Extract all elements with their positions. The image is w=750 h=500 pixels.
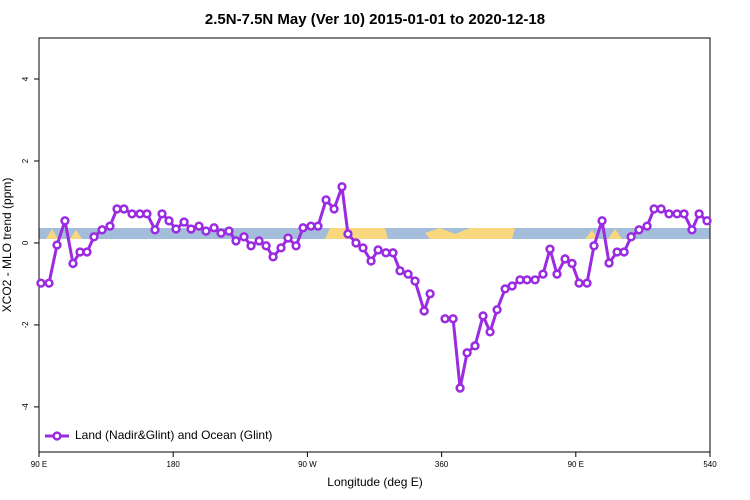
data-point: [366, 256, 376, 266]
data-point: [455, 383, 465, 393]
data-point: [164, 216, 174, 226]
data-point: [403, 269, 413, 279]
land-ocean-strip: [39, 228, 710, 239]
data-point: [478, 311, 488, 321]
data-point: [36, 278, 46, 288]
data-point: [462, 348, 472, 358]
plot-frame: [38, 37, 711, 453]
data-point: [276, 243, 286, 253]
legend-marker: [52, 431, 62, 441]
data-point: [171, 224, 181, 234]
data-point: [209, 223, 219, 233]
data-point: [201, 226, 211, 236]
data-point: [522, 275, 532, 285]
x-tick-label: 90 W: [298, 460, 317, 469]
data-point: [687, 225, 697, 235]
data-point: [567, 258, 577, 269]
data-point: [545, 244, 555, 254]
y-tick-label: -2: [21, 321, 30, 329]
data-point: [619, 247, 629, 257]
data-point: [231, 236, 241, 246]
data-point: [246, 241, 256, 251]
data-point: [425, 289, 435, 299]
data-point: [530, 275, 540, 285]
data-point: [560, 254, 570, 264]
data-point: [337, 182, 347, 192]
x-axis-label: Longitude (deg E): [327, 475, 422, 489]
data-point: [343, 229, 353, 239]
data-point: [291, 241, 301, 251]
data-point: [419, 306, 429, 316]
data-point: [604, 258, 614, 268]
data-point: [538, 269, 548, 279]
x-tick-label: 90 E: [31, 460, 47, 469]
data-point: [395, 266, 405, 276]
data-point: [440, 314, 450, 324]
data-point: [552, 269, 562, 279]
data-point: [283, 233, 293, 243]
data-point: [194, 221, 204, 231]
data-point: [261, 241, 271, 251]
data-point: [329, 204, 339, 214]
data-point: [119, 204, 129, 214]
data-point: [448, 314, 458, 324]
data-point: [664, 209, 674, 219]
data-point: [321, 195, 331, 205]
x-tick-label: 90 E: [568, 460, 584, 469]
x-tick-label: 540: [703, 460, 717, 469]
data-point: [68, 258, 78, 269]
data-point: [634, 225, 644, 235]
data-point: [679, 209, 689, 219]
data-point: [373, 245, 383, 255]
data-point: [582, 278, 592, 288]
x-tick-label: 180: [167, 460, 181, 469]
data-point: [44, 278, 54, 288]
data-point: [485, 327, 495, 337]
y-axis-label: XCO2 - MLO trend (ppm): [0, 178, 14, 313]
data-point: [52, 240, 62, 250]
x-tick-label: 360: [435, 460, 449, 469]
data-point: [410, 276, 420, 286]
data-point: [186, 224, 196, 234]
data-point: [351, 238, 361, 248]
data-point: [105, 221, 115, 231]
y-tick-label: 0: [21, 240, 30, 245]
data-point: [127, 209, 137, 219]
legend-label: Land (Nadir&Glint) and Ocean (Glint): [75, 428, 272, 442]
data-point: [157, 209, 167, 219]
data-point: [313, 221, 323, 231]
data-point: [388, 248, 398, 258]
data-point: [694, 209, 704, 219]
data-point: [89, 232, 99, 242]
data-point: [216, 228, 226, 238]
data-point: [150, 225, 160, 235]
y-tick-label: 2: [21, 158, 30, 163]
data-point: [626, 232, 636, 242]
data-point: [224, 226, 234, 236]
data-point: [268, 252, 278, 262]
data-point: [597, 216, 607, 226]
chart-title: 2.5N-7.5N May (Ver 10) 2015-01-01 to 202…: [205, 11, 545, 28]
data-point: [656, 204, 666, 214]
data-point: [500, 284, 510, 294]
data-point: [82, 247, 92, 257]
data-point: [239, 232, 249, 242]
data-point: [60, 216, 70, 226]
data-point: [702, 216, 712, 226]
data-point: [298, 223, 308, 233]
data-point: [254, 236, 264, 246]
data-point: [507, 281, 517, 291]
data-point: [358, 243, 368, 253]
data-point: [642, 221, 652, 231]
data-point: [589, 241, 599, 251]
data-point: [97, 225, 107, 235]
data-point: [574, 278, 584, 288]
y-tick-label: 4: [21, 76, 30, 81]
data-point: [470, 341, 480, 351]
data-point: [142, 209, 152, 219]
data-point: [492, 305, 502, 315]
y-tick-label: -4: [21, 403, 30, 411]
data-point: [179, 217, 189, 227]
